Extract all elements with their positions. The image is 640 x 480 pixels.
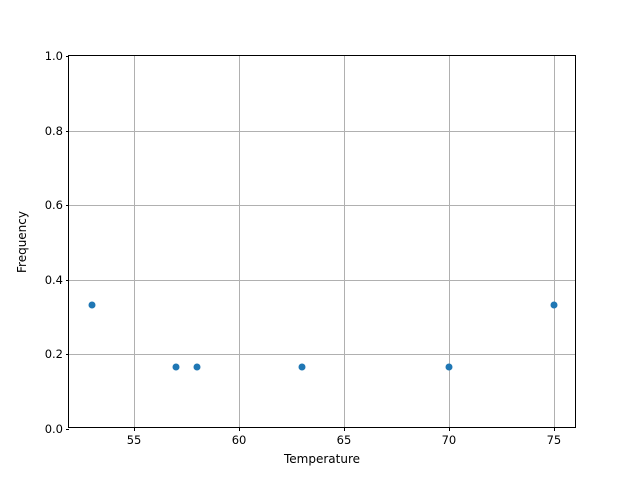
y-tick-mark — [65, 205, 69, 207]
y-tick-mark — [65, 429, 69, 430]
scatter-point — [550, 301, 558, 309]
y-tick-mark — [65, 354, 69, 356]
y-tick-label: 0.4 — [44, 272, 63, 287]
gridline-horizontal — [69, 205, 575, 207]
x-tick-mark — [134, 427, 136, 431]
y-axis-label: Frequency — [14, 55, 30, 428]
scatter-point — [193, 363, 201, 371]
y-tick-mark — [65, 56, 69, 57]
y-tick-label: 0.0 — [44, 422, 63, 436]
y-tick-label: 0.8 — [44, 123, 63, 138]
gridline-vertical — [448, 56, 450, 427]
scatter-point — [445, 363, 453, 371]
x-tick-mark — [343, 427, 345, 431]
x-tick-label: 55 — [126, 433, 142, 447]
y-tick-label: 0.6 — [44, 198, 63, 213]
plot-axes: 55 60 65 70 75 0.0 0.2 0.4 0.6 0.8 1.0 — [45, 49, 576, 447]
x-axis-label: Temperature — [283, 452, 360, 466]
x-tick-mark — [448, 427, 450, 431]
gridline-vertical — [553, 56, 555, 427]
gridline-horizontal — [69, 130, 575, 132]
x-tick-label: 65 — [336, 433, 352, 447]
y-tick-mark — [65, 279, 69, 281]
y-tick-label: 1.0 — [44, 49, 63, 63]
x-tick-label: 75 — [546, 433, 562, 447]
scatter-point — [298, 363, 306, 371]
x-tick-mark — [553, 427, 555, 431]
x-tick-label: 60 — [231, 433, 247, 447]
x-tick-mark — [239, 427, 241, 431]
gridline-horizontal — [69, 279, 575, 281]
y-tick-label: 0.2 — [44, 347, 63, 362]
gridline-vertical — [343, 56, 345, 427]
scatter-point — [172, 363, 180, 371]
gridline-horizontal — [69, 354, 575, 356]
scatter-point — [88, 301, 96, 309]
gridline-vertical — [239, 56, 241, 427]
y-tick-mark — [65, 130, 69, 132]
y-axis-label-text: Frequency — [15, 210, 29, 273]
gridline-vertical — [134, 56, 136, 427]
x-tick-label: 70 — [441, 433, 457, 447]
